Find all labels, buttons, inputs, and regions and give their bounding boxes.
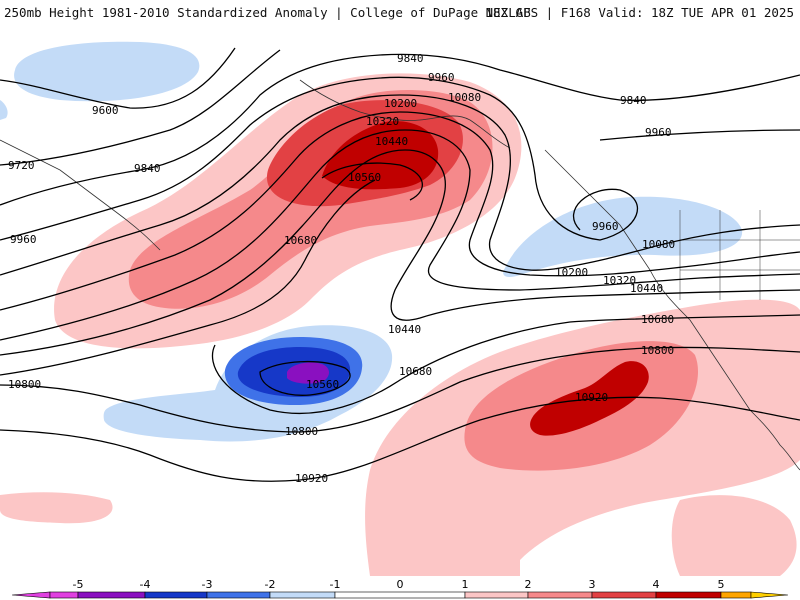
pos1-anomaly-south-tropics xyxy=(0,492,113,524)
neg5-anomaly-core xyxy=(287,362,330,384)
colorbar-tick: 1 xyxy=(462,578,469,591)
contour-label: 10080 xyxy=(448,91,481,104)
pacific-northwest-coast xyxy=(544,149,651,271)
contour-label: 9840 xyxy=(134,162,161,175)
contour-10920 xyxy=(0,396,800,482)
baja-coast xyxy=(649,269,751,411)
colorbar-tick: -4 xyxy=(140,578,151,591)
contour-label: 10920 xyxy=(575,391,608,404)
contour-label: 9960 xyxy=(10,233,37,246)
colorbar-tick: -1 xyxy=(330,578,341,591)
colorbar-tick: 3 xyxy=(589,578,596,591)
contour-label: 10680 xyxy=(399,365,432,378)
contour-labels: 9600 9720 9840 9840 9840 9960 9960 9960 … xyxy=(8,52,675,485)
anomaly-map: 9600 9720 9840 9840 9840 9960 9960 9960 … xyxy=(0,41,800,576)
us-state-lines xyxy=(679,210,800,300)
contour-label: 10680 xyxy=(641,313,674,326)
mexico-coast xyxy=(749,409,800,471)
contour-label: 9960 xyxy=(645,126,672,139)
contour-label: 10800 xyxy=(285,425,318,438)
contour-10440 xyxy=(0,149,800,356)
asia-coast xyxy=(0,139,161,251)
contour-label: 9840 xyxy=(397,52,424,65)
contour-9840 xyxy=(0,53,800,206)
neg-anomaly-region-east-pacific xyxy=(503,196,743,278)
neg-anomaly-region-west-edge xyxy=(0,100,8,120)
contour-10320 xyxy=(0,129,800,341)
contour-label: 10200 xyxy=(384,97,417,110)
colorbar-swatch xyxy=(77,591,146,599)
colorbar-swatch xyxy=(144,591,208,599)
contour-label: 9720 xyxy=(8,159,35,172)
colorbar-swatch xyxy=(527,591,593,599)
contour-label: 9600 xyxy=(92,104,119,117)
neg-anomaly-region-northwest xyxy=(14,41,200,102)
colorbar-swatch xyxy=(591,591,657,599)
colorbar-swatch xyxy=(269,591,336,599)
pos4-anomaly-subtropical xyxy=(530,361,649,436)
contour-9960 xyxy=(0,76,800,241)
colorbar-arrow-right xyxy=(750,591,789,599)
contour-10680 xyxy=(0,179,800,414)
contour-label: 10440 xyxy=(388,323,421,336)
pos1-anomaly-southeast xyxy=(671,495,797,576)
contour-label: 10320 xyxy=(366,115,399,128)
contour-9720 xyxy=(0,49,281,166)
map-header: 250mb Height 1981-2010 Standardized Anom… xyxy=(0,0,800,24)
contour-label: 10560 xyxy=(348,171,381,184)
contour-10080 xyxy=(0,94,800,276)
contour-10560 xyxy=(259,162,423,396)
contour-label: 10800 xyxy=(8,378,41,391)
colorbar-tick: 2 xyxy=(525,578,532,591)
colorbar-tick: 0 xyxy=(397,578,404,591)
colorbar-swatch xyxy=(334,591,466,599)
contour-label: 10920 xyxy=(295,472,328,485)
colorbar-tick: 4 xyxy=(653,578,660,591)
colorbar-swatch xyxy=(206,591,271,599)
colorbar-arrow-left xyxy=(11,591,51,599)
colorbar-swatch xyxy=(720,591,752,599)
colorbar-swatch xyxy=(655,591,722,599)
contour-label: 10440 xyxy=(375,135,408,148)
contour-10200 xyxy=(0,111,800,311)
contour-label: 9840 xyxy=(620,94,647,107)
contour-label: 10560 xyxy=(306,378,339,391)
contour-10800 xyxy=(0,346,800,433)
contour-label: 9960 xyxy=(592,220,619,233)
colorbar-tick-labels: -5 -4 -3 -2 -1 0 1 2 3 4 5 xyxy=(73,578,725,591)
contour-label: 10680 xyxy=(284,234,317,247)
colorbar-tick: -5 xyxy=(73,578,84,591)
contour-label: 10320 xyxy=(603,274,636,287)
anomaly-colorbar: -5 -4 -3 -2 -1 0 1 2 3 4 5 xyxy=(11,578,789,599)
contour-label: 10080 xyxy=(642,238,675,251)
height-contours xyxy=(0,47,800,482)
contour-label: 10800 xyxy=(641,344,674,357)
colorbar-tick: 5 xyxy=(718,578,725,591)
contour-label: 9960 xyxy=(428,71,455,84)
model-valid-time: 18Z GFS | F168 Valid: 18Z TUE APR 01 202… xyxy=(485,5,794,20)
contour-9600 xyxy=(0,47,236,109)
contour-label: 10200 xyxy=(555,266,588,279)
contour-label: 10440 xyxy=(630,282,663,295)
colorbar-swatch xyxy=(464,591,529,599)
product-title: 250mb Height 1981-2010 Standardized Anom… xyxy=(4,5,531,20)
colorbar-tick: -2 xyxy=(265,578,276,591)
colorbar-swatch xyxy=(49,591,79,599)
colorbar-tick: -3 xyxy=(202,578,213,591)
colorbar-swatches xyxy=(11,591,789,599)
anomaly-shading xyxy=(0,41,800,576)
